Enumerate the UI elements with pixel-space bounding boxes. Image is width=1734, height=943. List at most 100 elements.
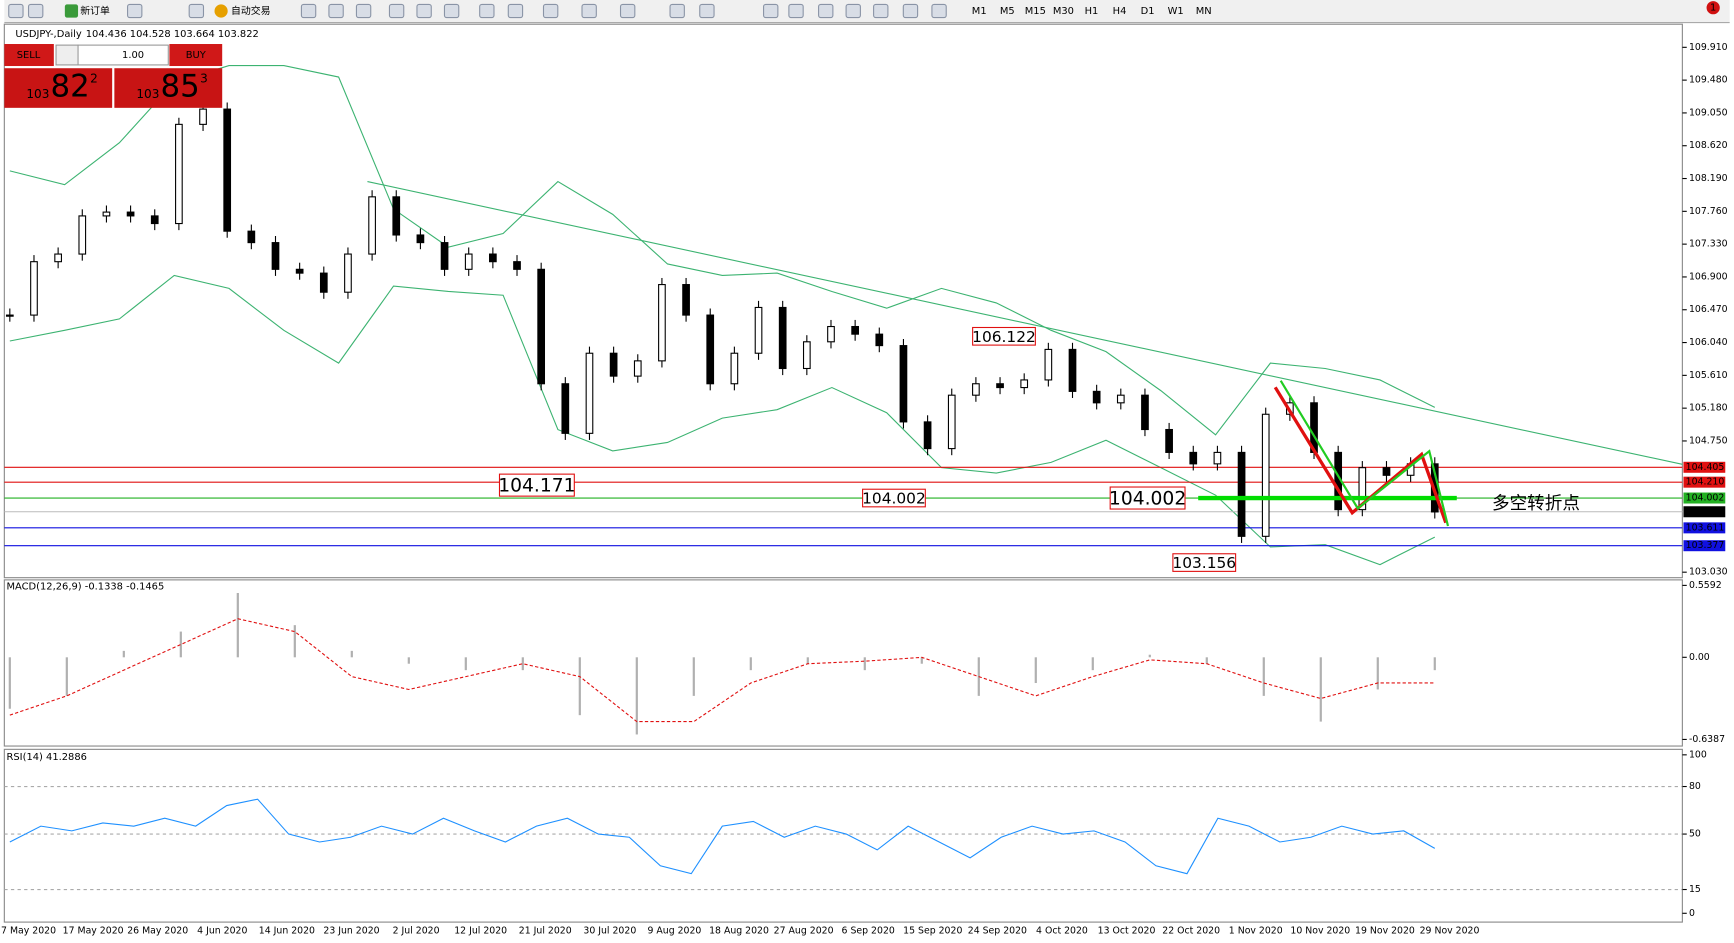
- lots-input[interactable]: [77, 44, 169, 66]
- level-label: 103.377: [1686, 540, 1725, 551]
- tool-icon[interactable]: [845, 3, 861, 19]
- ask-pip: 3: [200, 72, 208, 86]
- tool-icon[interactable]: [931, 3, 947, 19]
- tool-icon[interactable]: [818, 3, 834, 19]
- price-tick-label: 108.620: [1689, 140, 1728, 151]
- candle: [392, 196, 401, 236]
- tool-icon[interactable]: [902, 3, 919, 19]
- level-tag: [1683, 506, 1726, 518]
- tool-icon[interactable]: [542, 3, 559, 19]
- candle: [754, 306, 763, 354]
- annotation-box: [1109, 486, 1186, 510]
- tool-icon[interactable]: [669, 3, 685, 19]
- annotation-box: [1172, 553, 1237, 572]
- tool-icon[interactable]: [581, 3, 597, 19]
- price-tick-label: 103.030: [1689, 567, 1728, 578]
- timeframe-button[interactable]: H1: [1085, 6, 1099, 17]
- price-tick-label: 109.050: [1689, 107, 1728, 118]
- lots-spinner[interactable]: [55, 44, 79, 66]
- date-label: 17 May 2020: [63, 925, 124, 936]
- tool-icon[interactable]: [443, 3, 460, 19]
- rsi-tick-label: 15: [1689, 884, 1701, 895]
- ask-button[interactable]: [114, 68, 223, 108]
- macd-bar: [635, 657, 638, 735]
- date-label: 26 May 2020: [127, 925, 188, 936]
- tool-icon[interactable]: [416, 3, 432, 19]
- candle: [368, 196, 376, 255]
- candle: [996, 383, 1004, 389]
- timeframe-button[interactable]: M30: [1053, 6, 1074, 17]
- macd-bar: [863, 657, 866, 671]
- price-tick-label: 105.610: [1689, 370, 1728, 381]
- timeframe-button[interactable]: MN: [1196, 6, 1212, 17]
- date-label: 6 Sep 2020: [842, 925, 895, 936]
- bid-button[interactable]: [4, 68, 113, 108]
- date-label: 4 Jun 2020: [197, 925, 247, 936]
- tool-icon[interactable]: [328, 3, 344, 19]
- tool-icon[interactable]: [873, 3, 889, 19]
- timeframe-button[interactable]: M5: [1000, 6, 1015, 17]
- buy-tab[interactable]: [169, 44, 223, 67]
- candle: [295, 268, 304, 274]
- tool-icon[interactable]: [8, 3, 24, 19]
- date-label: 19 Nov 2020: [1355, 925, 1415, 936]
- annotation-label: 106.122: [972, 328, 1036, 346]
- date-label: 2 Jul 2020: [393, 925, 440, 936]
- new-order-button[interactable]: 新订单: [80, 4, 110, 17]
- tool-icon[interactable]: [355, 3, 372, 19]
- candle: [1237, 451, 1246, 537]
- candle: [1020, 379, 1029, 389]
- new-order-icon[interactable]: [64, 4, 79, 18]
- timeframe-button[interactable]: W1: [1168, 6, 1184, 17]
- macd-bar: [521, 657, 524, 671]
- tool-icon[interactable]: [699, 3, 715, 19]
- sell-tab[interactable]: [4, 44, 54, 67]
- bid-big: 103: [26, 87, 49, 101]
- macd-tick-label: 0.00: [1689, 652, 1710, 663]
- level-tag: [1683, 522, 1726, 534]
- timeframe-button[interactable]: M15: [1025, 6, 1046, 17]
- sell-label: SELL: [17, 50, 41, 61]
- date-label: 9 Aug 2020: [647, 925, 701, 936]
- timeframe-button[interactable]: M1: [972, 6, 987, 17]
- toolbar: [4, 0, 1730, 23]
- tool-icon[interactable]: [479, 3, 495, 19]
- price-tick-label: 105.180: [1689, 403, 1728, 414]
- level-tag: [1683, 476, 1726, 488]
- tool-icon[interactable]: [188, 3, 205, 19]
- tool-icon[interactable]: [388, 3, 405, 19]
- tool-icon[interactable]: [300, 3, 317, 19]
- candle: [1068, 348, 1077, 392]
- candle: [102, 211, 111, 217]
- buy-label: BUY: [186, 50, 207, 61]
- candle: [54, 253, 62, 263]
- timeframe-button[interactable]: D1: [1141, 6, 1155, 17]
- candle: [609, 352, 618, 377]
- notification-count: 1: [1710, 3, 1716, 14]
- auto-trading-icon[interactable]: [214, 4, 228, 18]
- tool-icon[interactable]: [619, 3, 636, 19]
- macd-bar: [578, 657, 581, 716]
- tool-icon[interactable]: [127, 3, 143, 19]
- rsi-panel: [3, 748, 1683, 923]
- candle: [78, 215, 87, 255]
- candle: [416, 234, 425, 244]
- date-label: 29 Nov 2020: [1420, 925, 1480, 936]
- macd-bar: [464, 657, 467, 671]
- bid-main: 82: [51, 69, 90, 105]
- date-label: 15 Sep 2020: [903, 925, 962, 936]
- auto-trading-button[interactable]: 自动交易: [231, 4, 271, 17]
- tool-icon[interactable]: [788, 3, 804, 19]
- tool-icon[interactable]: [763, 3, 779, 19]
- macd-bar: [749, 657, 752, 671]
- candle: [175, 123, 183, 225]
- tool-icon[interactable]: [507, 3, 524, 19]
- price-tick-label: 109.480: [1689, 75, 1728, 86]
- candle: [1116, 394, 1125, 404]
- tool-icon[interactable]: [27, 3, 44, 19]
- candle: [1213, 451, 1222, 465]
- annotation-box: [498, 473, 575, 497]
- notification-badge[interactable]: [1706, 1, 1720, 15]
- timeframe-button[interactable]: H4: [1113, 6, 1127, 17]
